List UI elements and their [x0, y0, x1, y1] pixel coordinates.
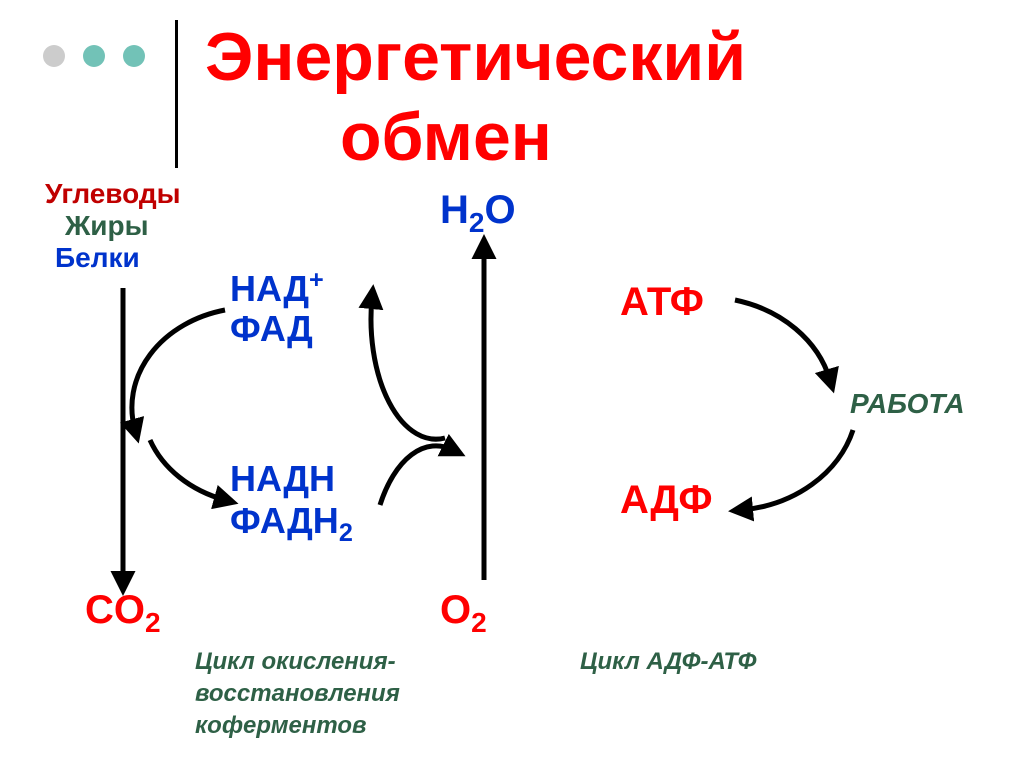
molecule-co2: CO2	[85, 588, 161, 633]
label-fats: Жиры	[65, 210, 149, 242]
label-cycle-l3: коферментов	[195, 712, 367, 740]
molecule-atp: АТФ	[620, 280, 704, 325]
title-line2: обмен	[340, 98, 552, 176]
accent-dot-1	[43, 45, 65, 67]
accent-dot-3	[123, 45, 145, 67]
arc-mid-bottom	[380, 446, 453, 505]
arc-right-bottom	[742, 430, 853, 510]
accent-dot-2	[83, 45, 105, 67]
title-divider	[175, 20, 178, 168]
molecule-h2o: H2O	[440, 188, 516, 233]
molecule-nad: НАД+	[230, 268, 324, 310]
arc-left-top	[132, 310, 225, 430]
label-proteins: Белки	[55, 242, 140, 274]
molecule-adp: АДФ	[620, 478, 712, 523]
label-cycle-l1: Цикл окисления-	[195, 648, 396, 676]
arc-right-top	[735, 300, 830, 380]
molecule-fadh2: ФАДН2	[230, 500, 353, 542]
label-cycle-adf: Цикл АДФ-АТФ	[580, 648, 756, 676]
label-carbs: Углеводы	[45, 178, 181, 210]
label-cycle-l2: восстановления	[195, 680, 400, 708]
arc-left-bottom	[150, 440, 225, 500]
molecule-o2: O2	[440, 588, 487, 633]
label-work: РАБОТА	[850, 388, 965, 420]
arc-mid-top	[371, 298, 445, 439]
diagram-root: { "title": { "line1": "Энергетический", …	[0, 0, 1024, 767]
molecule-fad: ФАД	[230, 308, 313, 350]
title-line1: Энергетический	[205, 18, 746, 96]
molecule-nadh: НАДН	[230, 458, 335, 500]
